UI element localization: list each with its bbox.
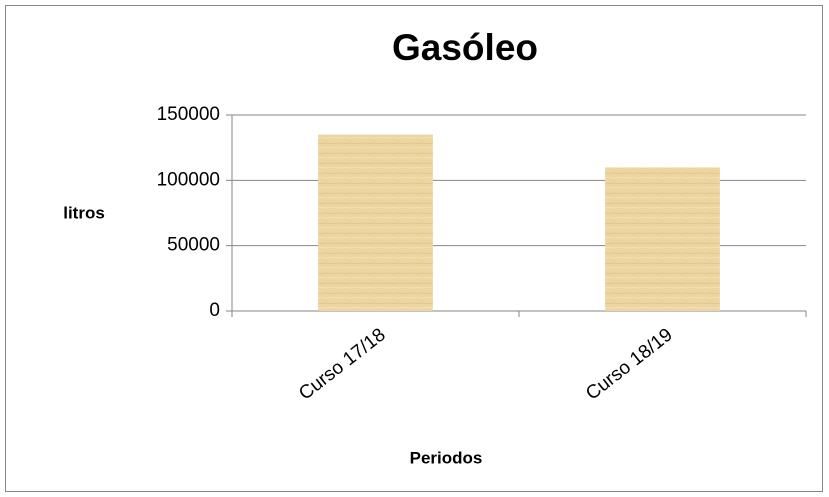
chart-title: Gasóleo: [392, 27, 538, 68]
y-axis-label: litros: [63, 203, 105, 222]
y-tick-label: 100000: [157, 169, 220, 190]
x-axis-label: Periodos: [410, 448, 483, 467]
bar: [318, 134, 433, 311]
y-tick-label: 150000: [157, 104, 220, 125]
bar: [605, 167, 720, 311]
y-tick-label: 0: [209, 300, 220, 321]
y-tick-label: 50000: [167, 235, 220, 256]
